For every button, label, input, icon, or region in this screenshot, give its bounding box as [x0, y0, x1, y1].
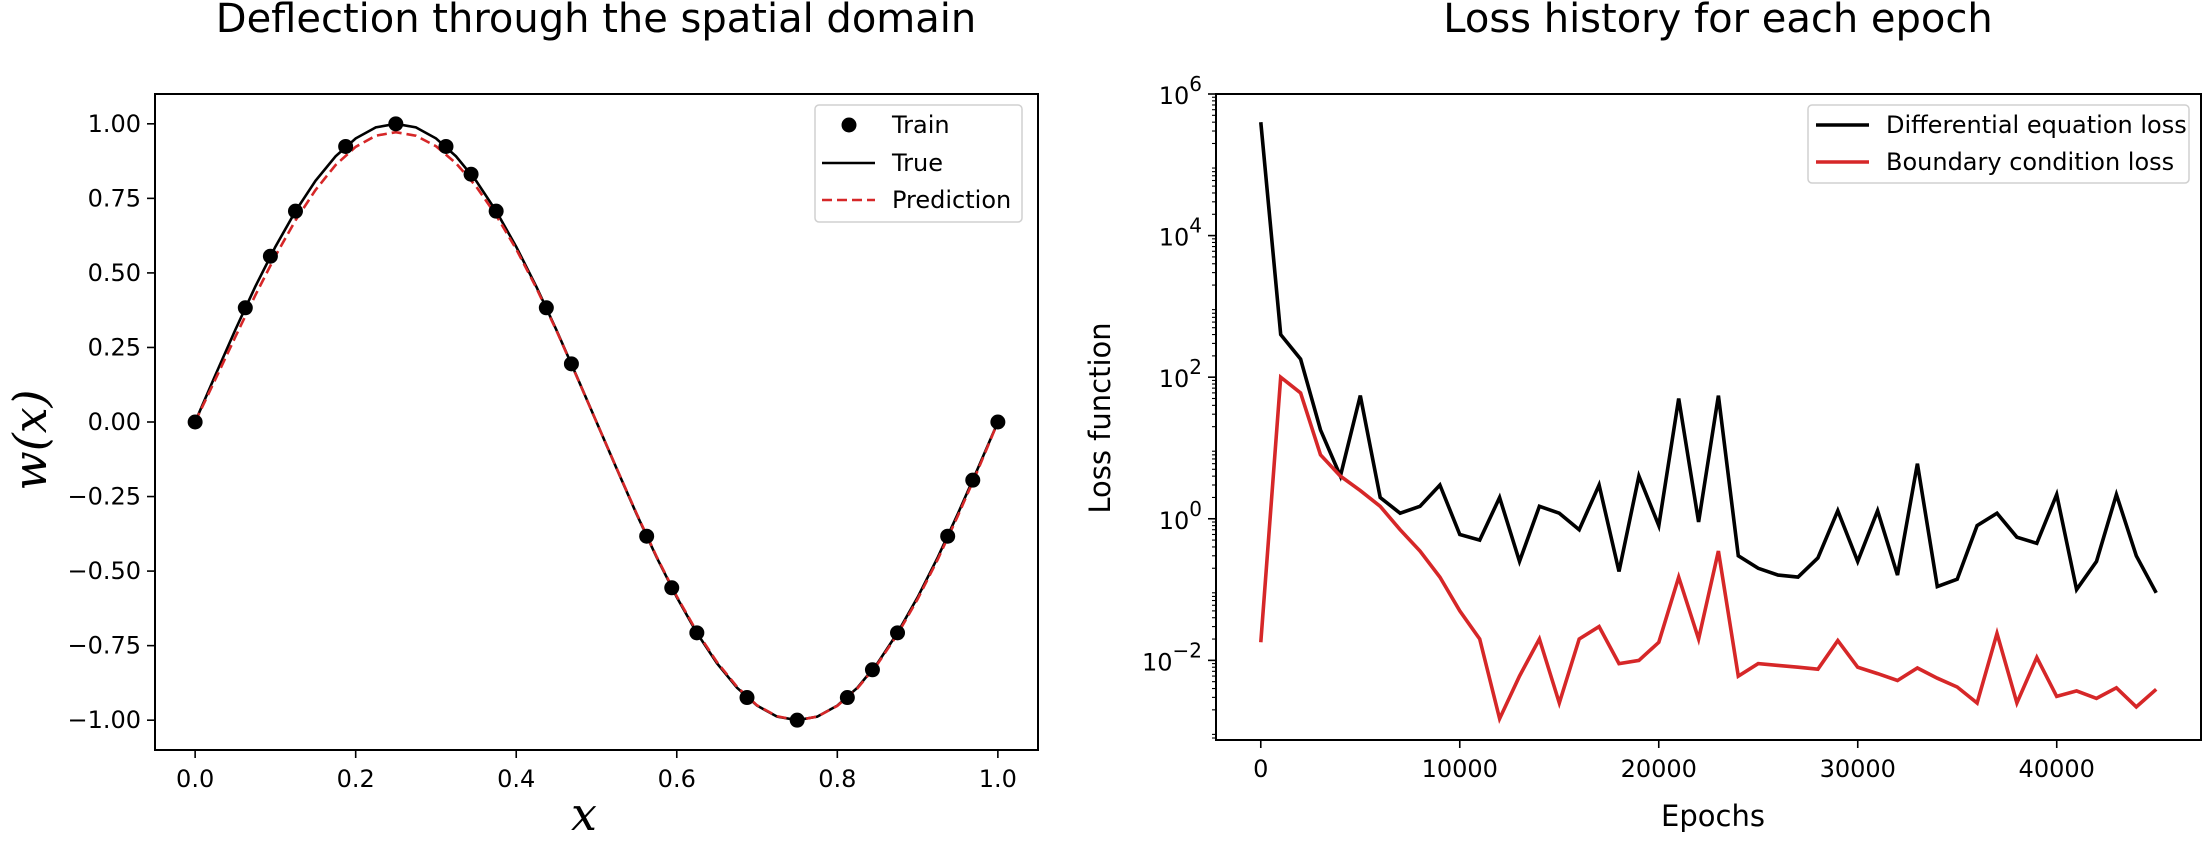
y-tick-label: 0.00	[88, 408, 141, 436]
deflection-y-axis-label: w(x)	[3, 389, 57, 490]
boundary-loss-line	[1259, 373, 2158, 725]
deflection-panel: Deflection through the spatial domain 1.…	[3, 0, 1039, 841]
x-tick-label: 20000	[1621, 755, 1697, 783]
loss-x-ticks: 0 10000 20000 30000 40000	[1253, 740, 2095, 783]
train-point	[965, 472, 981, 488]
x-tick-label: 0.6	[658, 765, 696, 793]
train-point	[187, 414, 203, 430]
x-tick-label: 40000	[2019, 755, 2095, 783]
legend-boundary-label: Boundary condition loss	[1886, 148, 2174, 176]
prediction-series-line	[193, 130, 1000, 722]
train-point	[689, 625, 705, 641]
loss-y-ticks: 10−2 100 102 104 106	[1142, 72, 1216, 739]
train-point	[237, 300, 253, 316]
loss-axes-frame	[1215, 93, 2202, 741]
legend-train-label: Train	[891, 111, 950, 139]
train-point	[488, 203, 504, 219]
y-tick-label: 1.00	[88, 110, 141, 138]
train-point	[338, 138, 354, 154]
train-point	[839, 690, 855, 706]
train-point	[262, 248, 278, 264]
train-point	[388, 116, 404, 132]
train-point	[890, 625, 906, 641]
y-tick-label: 106	[1159, 72, 1202, 110]
x-tick-label: 0.2	[337, 765, 375, 793]
legend-box	[1807, 104, 2190, 184]
legend-train-marker	[841, 117, 857, 133]
train-point	[864, 662, 880, 678]
y-tick-label: −0.50	[67, 557, 141, 585]
train-point	[639, 528, 655, 544]
loss-plot-area	[1215, 93, 2202, 741]
deflection-x-axis-label: x	[571, 787, 597, 841]
x-tick-label: 0	[1253, 755, 1268, 783]
train-point	[739, 690, 755, 706]
x-tick-label: 1.0	[979, 765, 1017, 793]
legend-prediction-label: Prediction	[892, 186, 1011, 214]
train-point	[664, 580, 680, 596]
loss-panel: Loss history for each epoch 10−210010210…	[1083, 0, 2202, 833]
deflection-plot-area	[154, 93, 1039, 751]
loss-x-axis-label: Epochs	[1661, 799, 1765, 833]
differential-loss-line	[1259, 122, 2158, 595]
x-tick-label: 10000	[1422, 755, 1498, 783]
deflection-x-ticks: 0.0 0.2 0.4 0.6 0.8 1.0	[176, 750, 1017, 793]
loss-y-axis-label: Loss function	[1083, 322, 1117, 513]
y-tick-label: 0.50	[88, 259, 141, 287]
train-point	[940, 528, 956, 544]
y-tick-label: 100	[1159, 497, 1202, 535]
deflection-y-ticks: 1.00 0.75 0.50 0.25 0.00 −0.25 −0.50 −0.75 −1.00	[67, 110, 155, 734]
y-tick-label: 10−2	[1142, 638, 1202, 676]
deflection-legend: Train True Prediction	[814, 104, 1023, 223]
train-point	[538, 300, 554, 316]
y-tick-label: −0.25	[67, 483, 141, 511]
y-tick-label: 102	[1159, 355, 1202, 393]
deflection-chart-title: Deflection through the spatial domain	[216, 0, 976, 42]
legend-box	[814, 104, 1023, 223]
x-tick-label: 0.0	[176, 765, 214, 793]
legend-differential-label: Differential equation loss	[1886, 111, 2187, 139]
y-tick-label: −1.00	[67, 706, 141, 734]
loss-chart-title: Loss history for each epoch	[1443, 0, 1992, 42]
train-point	[438, 138, 454, 154]
x-tick-label: 30000	[1820, 755, 1896, 783]
train-point	[463, 166, 479, 182]
train-point	[563, 356, 579, 372]
train-point	[287, 203, 303, 219]
legend-true-label: True	[891, 149, 943, 177]
train-point	[990, 414, 1006, 430]
y-tick-label: 104	[1159, 214, 1202, 252]
x-tick-label: 0.8	[818, 765, 856, 793]
y-tick-label: 0.75	[88, 184, 141, 212]
y-tick-label: 0.25	[88, 333, 141, 361]
loss-legend: Differential equation loss Boundary condi…	[1807, 104, 2190, 184]
y-tick-label: −0.75	[67, 632, 141, 660]
x-tick-label: 0.4	[497, 765, 535, 793]
train-point	[789, 712, 805, 728]
